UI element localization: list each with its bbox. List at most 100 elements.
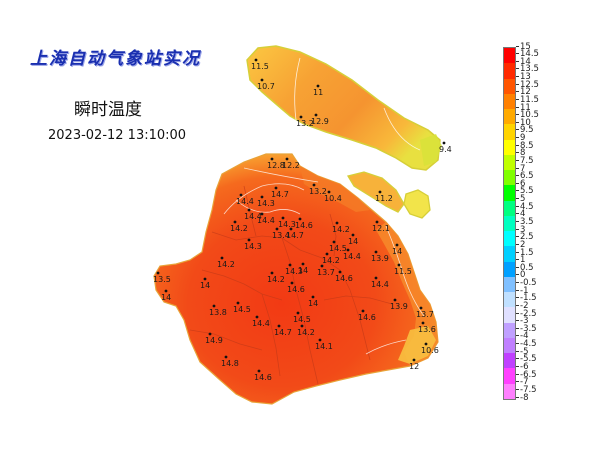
station-value: 14.6 xyxy=(335,274,353,283)
station-value: 14.2 xyxy=(297,328,315,337)
contour-line xyxy=(383,107,421,151)
station-value: 14 xyxy=(161,293,171,302)
legend-tick: 10 xyxy=(516,118,531,128)
station-value: 10.6 xyxy=(421,346,439,355)
chongming-east-tip xyxy=(420,134,442,166)
station-marker: 14.2 xyxy=(297,324,315,337)
station-dot xyxy=(260,78,264,82)
isotherms xyxy=(223,167,425,355)
station-marker: 14.6 xyxy=(254,369,272,382)
station-value: 10.7 xyxy=(257,82,275,91)
station-value: 14 xyxy=(392,247,402,256)
station-value: 14 xyxy=(348,237,358,246)
station-marker: 12.9 xyxy=(311,113,329,126)
legend-tick: -2 xyxy=(516,301,528,311)
station-value: 11.2 xyxy=(375,194,393,203)
station-dot xyxy=(270,271,274,275)
station-dot xyxy=(374,276,378,280)
legend-tick: -2.5 xyxy=(516,309,537,319)
station-value: 14 xyxy=(308,299,318,308)
app-title: 上海自动气象站实况 xyxy=(30,49,201,69)
legend-band xyxy=(504,368,515,385)
legend-tick: 14.5 xyxy=(516,50,539,59)
station-marker: 11 xyxy=(313,84,323,97)
station-marker: 9.4 xyxy=(439,141,452,154)
station-marker: 14.2 xyxy=(230,220,248,233)
legend-tick: 2.5 xyxy=(516,233,534,242)
station-marker: 12 xyxy=(409,358,419,371)
station-dot xyxy=(289,227,293,231)
station-value: 14.8 xyxy=(221,359,239,368)
station-dot xyxy=(298,217,302,221)
station-value: 14.6 xyxy=(287,285,305,294)
station-marker: 14 xyxy=(392,243,402,256)
station-value: 13.5 xyxy=(153,275,171,284)
station-dot xyxy=(299,115,303,119)
station-dot xyxy=(288,263,292,267)
legend-band xyxy=(504,246,515,263)
station-marker: 13.2 xyxy=(309,183,327,196)
station-dot xyxy=(374,250,378,254)
legend-band xyxy=(504,383,515,400)
station-dot xyxy=(224,355,228,359)
legend-band xyxy=(504,139,515,156)
station-value: 14.2 xyxy=(217,260,235,269)
legend-tick: 6 xyxy=(516,179,525,189)
station-dot xyxy=(247,238,251,242)
station-dot xyxy=(311,295,315,299)
station-marker: 14.3 xyxy=(257,195,275,208)
legend-tick: -0.5 xyxy=(516,279,537,288)
legend-tick: -1 xyxy=(516,286,528,296)
station-dot xyxy=(301,262,305,266)
station-value: 13.8 xyxy=(209,308,227,317)
station-marker: 13.5 xyxy=(153,271,171,284)
station-value: 14.3 xyxy=(278,220,296,229)
station-dot xyxy=(393,298,397,302)
station-value: 14.5 xyxy=(293,315,311,324)
station-value: 11.5 xyxy=(251,62,269,71)
legend-band xyxy=(504,170,515,186)
legend-tick: 0 xyxy=(516,271,525,280)
district-boundaries xyxy=(189,185,393,385)
station-value: 14.4 xyxy=(236,197,254,206)
station-dot xyxy=(395,243,399,247)
hengsha-island xyxy=(403,189,431,219)
station-dot xyxy=(236,301,240,305)
station-dot xyxy=(239,193,243,197)
station-value: 14.2 xyxy=(332,225,350,234)
legend-tick: 7 xyxy=(516,164,525,174)
station-marker: 14.8 xyxy=(221,355,239,368)
station-dot xyxy=(351,233,355,237)
station-dot xyxy=(257,369,261,373)
station-dot xyxy=(361,309,365,313)
station-marker: 11.2 xyxy=(375,190,393,203)
station-dot xyxy=(274,186,278,190)
coastal-zone xyxy=(300,166,370,212)
station-value: 13.9 xyxy=(371,254,389,263)
station-marker: 14.6 xyxy=(287,281,305,294)
station-marker: 14.5 xyxy=(293,311,311,324)
station-dot xyxy=(277,324,281,328)
station-value: 14.2 xyxy=(267,275,285,284)
legend-band xyxy=(504,322,515,339)
contour-line xyxy=(294,57,301,121)
legend-band xyxy=(504,292,515,308)
station-marker: 10.7 xyxy=(257,78,275,91)
legend-tick: 12 xyxy=(516,88,531,97)
station-value: 14.3 xyxy=(257,199,275,208)
legend-band xyxy=(504,276,515,293)
station-value: 14 xyxy=(200,281,210,290)
station-marker: 14.3 xyxy=(244,238,262,251)
legend-band xyxy=(504,48,515,64)
station-marker: 13.9 xyxy=(390,298,408,311)
station-marker: 14 xyxy=(308,295,318,308)
map-title: 瞬时温度 xyxy=(74,100,142,120)
station-value: 12.9 xyxy=(311,117,329,126)
station-marker: 14.7 xyxy=(274,324,292,337)
station-marker: 14.2 xyxy=(332,221,350,234)
legend-tick: -7 xyxy=(516,378,528,387)
chongming-island xyxy=(246,45,441,171)
legend-band xyxy=(504,200,515,217)
station-value: 14.7 xyxy=(274,328,292,337)
